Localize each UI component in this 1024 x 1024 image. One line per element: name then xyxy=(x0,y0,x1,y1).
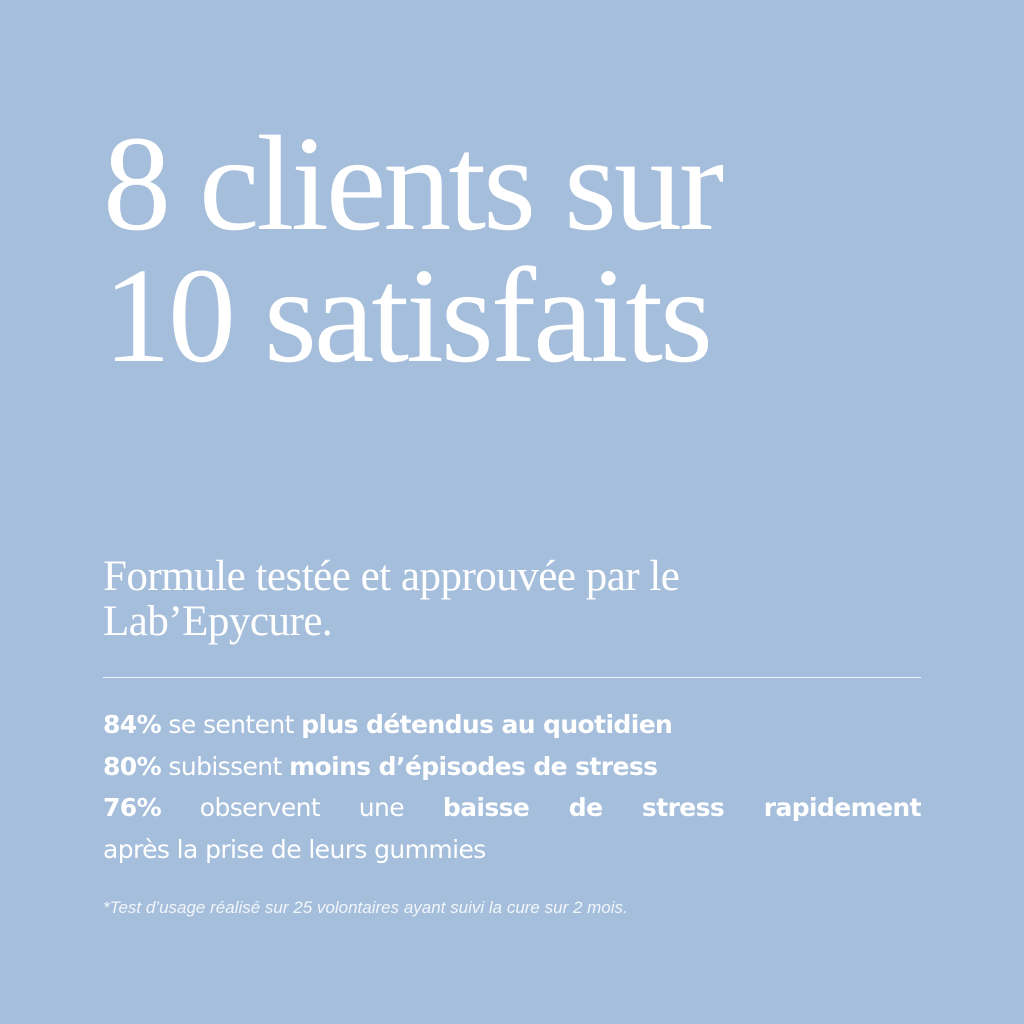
stat-emphasis: moins d’épisodes de stress xyxy=(289,751,658,781)
stat-emphasis: baisse de stress rapidement xyxy=(442,793,922,822)
stat-line: 80% subissent moins d’épisodes de stress xyxy=(103,746,921,788)
stat-text: après la prise de leurs gummies xyxy=(103,834,486,864)
stat-line: 84% se sentent plus détendus au quotidie… xyxy=(103,704,921,746)
stat-emphasis: 76% xyxy=(103,793,162,822)
stat-emphasis: plus détendus au quotidien xyxy=(301,710,673,739)
stat-line: après la prise de leurs gummies xyxy=(103,829,921,871)
subtitle-line: Formule testée et approuvée par le xyxy=(103,553,680,600)
stat-emphasis: 84% xyxy=(103,710,162,739)
stat-text: observent une xyxy=(161,793,443,822)
stats: 84% se sentent plus détendus au quotidie… xyxy=(103,704,922,871)
stat-line: 76% observent une baisse de stress rapid… xyxy=(103,787,922,829)
stat-emphasis: 80% xyxy=(103,751,162,781)
headline: 8 clients sur 10 satisfaits xyxy=(103,109,724,391)
stat-text: se sentent xyxy=(161,710,302,739)
footnote: *Test d’usage réalisé sur 25 volontaires… xyxy=(103,898,628,917)
subtitle-line: Lab’Epycure. xyxy=(103,598,333,645)
subtitle: Formule testée et approuvée par le Lab’Ep… xyxy=(103,553,680,645)
headline-line: 8 clients sur xyxy=(103,109,724,259)
divider xyxy=(103,677,921,678)
stat-text: subissent xyxy=(161,751,290,781)
headline-line: 10 satisfaits xyxy=(103,241,713,391)
